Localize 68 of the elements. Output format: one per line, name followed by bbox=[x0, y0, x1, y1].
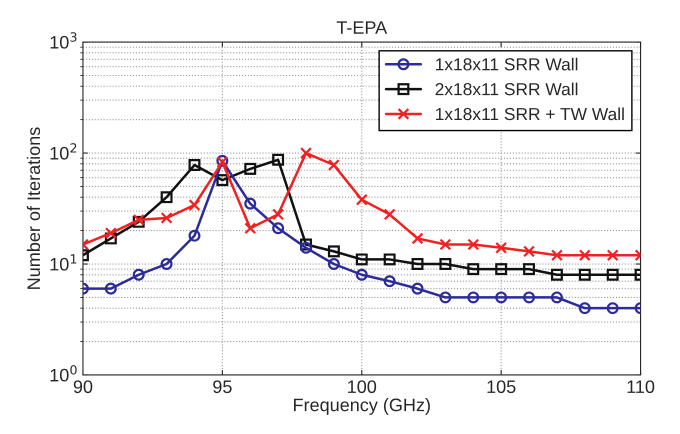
x-tick-label: 110 bbox=[628, 380, 654, 394]
x-tick-label: 95 bbox=[213, 380, 232, 394]
point bbox=[132, 268, 145, 281]
point bbox=[272, 208, 284, 220]
point bbox=[578, 302, 591, 314]
point bbox=[606, 302, 619, 314]
point bbox=[578, 268, 591, 281]
chart-title: T-EPA bbox=[336, 21, 388, 34]
point bbox=[244, 162, 256, 175]
point bbox=[188, 159, 200, 171]
point bbox=[495, 242, 508, 254]
point bbox=[412, 282, 424, 295]
point bbox=[244, 222, 256, 234]
point bbox=[356, 253, 368, 266]
point bbox=[606, 268, 619, 281]
point bbox=[523, 291, 536, 304]
point bbox=[384, 253, 396, 266]
point bbox=[384, 275, 396, 288]
point bbox=[439, 238, 452, 250]
point bbox=[216, 174, 228, 186]
point bbox=[412, 232, 424, 244]
point bbox=[188, 230, 200, 242]
y-tick-label: 10$^{1}$ bbox=[50, 254, 76, 271]
point bbox=[467, 238, 480, 250]
point bbox=[467, 291, 480, 304]
point bbox=[160, 212, 173, 224]
x-tick-label: 105 bbox=[487, 380, 516, 394]
point bbox=[300, 238, 312, 250]
point bbox=[272, 222, 284, 234]
point bbox=[439, 291, 452, 304]
y-tick-label: 10$^{2}$ bbox=[50, 143, 76, 160]
point bbox=[550, 268, 563, 281]
point bbox=[160, 258, 173, 270]
point bbox=[467, 263, 480, 276]
point bbox=[356, 194, 368, 206]
point bbox=[328, 245, 340, 258]
point bbox=[550, 249, 563, 262]
point bbox=[523, 263, 536, 276]
point bbox=[550, 291, 563, 304]
x-tick-label: 100 bbox=[348, 380, 376, 394]
point bbox=[104, 232, 117, 244]
y-tick-label: 10$^{3}$ bbox=[50, 32, 76, 49]
point bbox=[495, 263, 508, 276]
point bbox=[188, 199, 200, 212]
point bbox=[300, 147, 312, 160]
legend-label: 1x18x11 SRR Wall bbox=[436, 58, 578, 70]
x-tick-label: 90 bbox=[74, 380, 92, 394]
point bbox=[523, 245, 536, 258]
y-tick-label: 10$^{0}$ bbox=[50, 365, 77, 382]
x-axis-title: Frequency (GHz) bbox=[294, 398, 430, 415]
point bbox=[439, 258, 452, 270]
y-axis-title: Number of Iterations bbox=[26, 127, 40, 289]
point bbox=[412, 258, 424, 270]
point bbox=[104, 282, 117, 295]
point bbox=[356, 268, 368, 281]
point bbox=[606, 249, 619, 262]
point bbox=[104, 227, 117, 240]
point bbox=[384, 208, 396, 220]
point bbox=[328, 258, 340, 270]
legend-label: 1x18x11 SRR + TW Wall bbox=[436, 107, 624, 120]
point bbox=[578, 249, 591, 262]
point bbox=[160, 191, 173, 204]
point bbox=[244, 198, 256, 210]
point bbox=[495, 291, 508, 304]
point bbox=[328, 159, 340, 171]
point bbox=[300, 242, 312, 254]
point bbox=[272, 154, 284, 166]
legend-label: 2x18x11 SRR Wall bbox=[436, 82, 578, 96]
